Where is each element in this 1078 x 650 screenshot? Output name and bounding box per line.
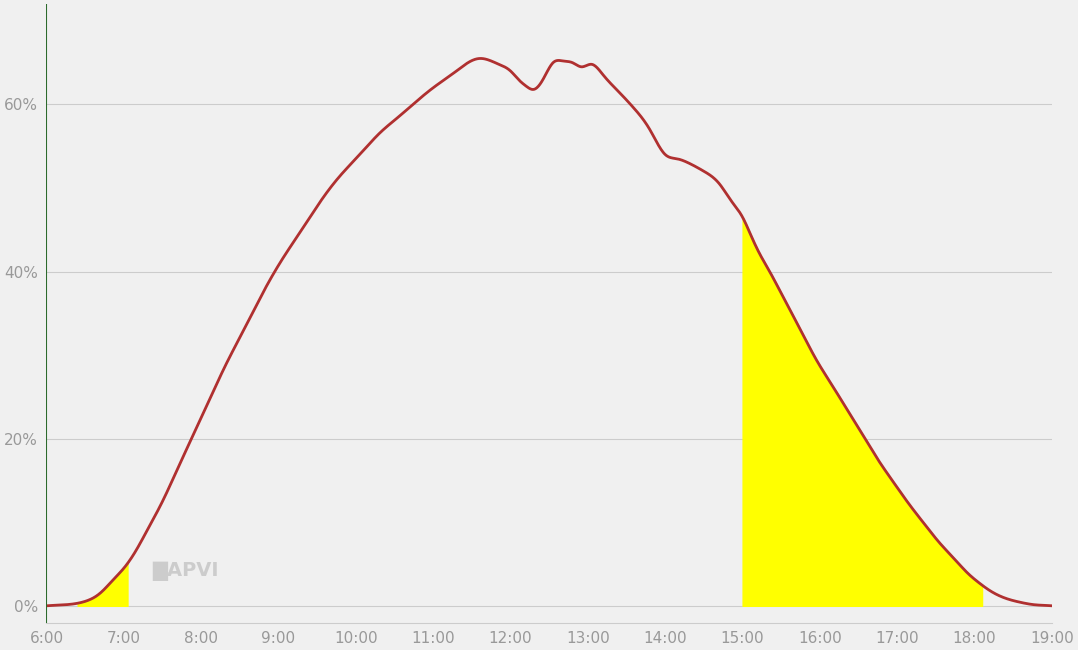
Text: █APVI: █APVI bbox=[152, 562, 219, 581]
